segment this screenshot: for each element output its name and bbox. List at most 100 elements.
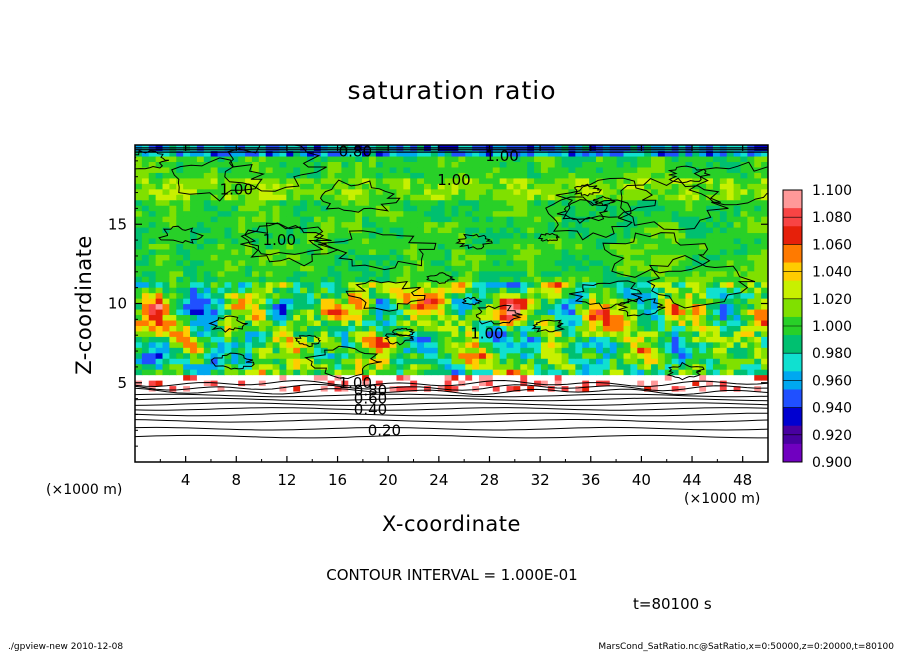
field-cell [251, 314, 260, 321]
field-cell [382, 347, 391, 354]
field-cell [272, 210, 281, 217]
field-cell [265, 248, 274, 255]
field-cell [657, 401, 666, 408]
field-cell [203, 172, 212, 179]
field-cell [465, 199, 473, 206]
field-cell [190, 232, 198, 239]
field-cell [423, 396, 432, 403]
field-cell [602, 423, 611, 430]
field-cell [465, 265, 473, 272]
field-cell [678, 319, 687, 326]
field-cell [472, 194, 480, 201]
field-cell [685, 237, 693, 244]
field-cell [719, 374, 728, 381]
field-cell [740, 292, 748, 299]
field-cell [217, 363, 226, 370]
field-cell [444, 380, 453, 387]
field-cell [148, 232, 157, 239]
field-cell [362, 336, 370, 343]
field-cell [135, 445, 143, 452]
field-cell [300, 188, 308, 195]
field-cell [534, 374, 542, 381]
field-cell [362, 358, 370, 365]
field-cell [527, 429, 535, 436]
field-cell [341, 298, 349, 305]
field-cell [135, 374, 143, 381]
field-cell [362, 292, 370, 299]
field-cell [513, 172, 521, 179]
field-cell [135, 194, 143, 201]
field-cell [286, 341, 294, 348]
field-cell [307, 330, 315, 337]
field-cell [279, 369, 287, 376]
field-cell [740, 440, 748, 447]
field-cell [726, 188, 735, 195]
field-cell [196, 352, 205, 359]
field-cell [726, 429, 735, 436]
field-cell [761, 243, 768, 250]
field-cell [155, 232, 164, 239]
field-cell [678, 330, 687, 337]
field-cell [410, 188, 418, 195]
field-cell [492, 336, 501, 343]
field-cell [540, 380, 549, 387]
field-cell [410, 226, 418, 234]
field-cell [472, 199, 480, 206]
field-cell [651, 172, 659, 179]
field-cell [554, 177, 563, 184]
field-cell [141, 374, 150, 381]
field-cell [410, 199, 418, 206]
field-cell [637, 396, 645, 403]
field-cell [368, 380, 377, 387]
field-cell [595, 451, 604, 458]
field-cell [396, 456, 404, 462]
field-cell [664, 226, 673, 234]
field-cell [547, 265, 556, 272]
field-cell [706, 183, 714, 190]
field-cell [761, 423, 768, 430]
field-cell [589, 177, 597, 184]
field-cell [334, 194, 343, 201]
field-cell [203, 308, 212, 316]
field-cell [258, 210, 267, 217]
field-cell [231, 188, 239, 195]
field-cell [520, 205, 528, 212]
field-cell [217, 440, 226, 447]
field-cell [582, 347, 590, 354]
field-cell [210, 374, 219, 381]
field-cell [561, 287, 570, 294]
field-cell [286, 336, 294, 343]
field-cell [155, 248, 164, 255]
field-cell [272, 325, 281, 332]
field-cell [362, 177, 370, 184]
field-cell [506, 336, 515, 343]
field-cell [754, 429, 762, 436]
field-cell [327, 183, 336, 190]
field-cell [327, 210, 336, 217]
field-cell [300, 352, 308, 359]
field-cell [176, 194, 184, 201]
field-cell [135, 226, 143, 234]
field-cell [327, 445, 336, 452]
field-cell [430, 276, 439, 283]
field-cell [362, 183, 370, 190]
field-cell [355, 429, 363, 436]
field-cell [479, 440, 487, 447]
field-cell [520, 418, 528, 425]
field-cell [135, 440, 143, 447]
field-cell [657, 330, 666, 337]
field-cell [362, 254, 370, 261]
field-cell [706, 194, 714, 201]
field-cell [375, 221, 384, 228]
field-cell [396, 205, 404, 212]
field-cell [203, 341, 212, 348]
field-cell [602, 314, 611, 321]
field-cell [423, 308, 432, 316]
field-cell [135, 451, 143, 458]
field-cell [423, 248, 432, 255]
field-cell [479, 270, 487, 277]
field-cell [582, 221, 590, 228]
field-cell [685, 188, 693, 195]
field-cell [609, 172, 618, 179]
field-cell [396, 248, 404, 255]
